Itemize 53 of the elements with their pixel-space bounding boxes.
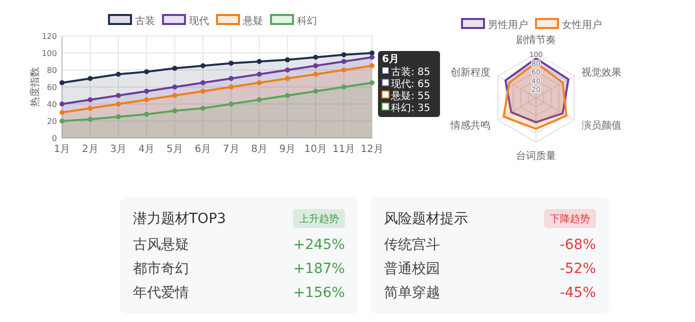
y-tick-label: 80 xyxy=(46,66,57,75)
text: 上升趋势 xyxy=(299,213,339,225)
x-tick-label: 12月 xyxy=(360,144,384,155)
text: +156% xyxy=(293,285,345,301)
x-tick-label: 9月 xyxy=(279,144,296,155)
x-tick-label: 5月 xyxy=(166,144,183,155)
text: +187% xyxy=(293,261,345,277)
text: 科幻: 35 xyxy=(391,102,430,114)
category-label: 普通校园 xyxy=(384,260,440,277)
legend-label: 女性用户 xyxy=(562,19,602,31)
spoke-label: 台词质量 xyxy=(516,150,556,162)
text: 潜力题材TOP3 xyxy=(133,211,226,227)
text: -52% xyxy=(560,261,596,277)
category-label: 都市奇幻 xyxy=(133,261,189,277)
legend-label: 现代 xyxy=(189,16,209,27)
text: -68% xyxy=(560,237,596,253)
category-label: 简单穿越 xyxy=(384,285,440,301)
category-label: 传统宫斗 xyxy=(384,237,440,253)
text: 现代: 65 xyxy=(391,79,430,90)
x-tick-label: 7月 xyxy=(222,144,240,155)
spoke-label: 剧情节奏 xyxy=(516,34,556,46)
text: +245% xyxy=(293,237,345,253)
y-tick-label: 0 xyxy=(52,134,57,143)
legend-label: 科幻 xyxy=(297,15,317,27)
x-tick-label: 3月 xyxy=(110,144,127,155)
x-tick-label: 10月 xyxy=(304,144,328,155)
x-tick-label: 8月 xyxy=(251,144,268,155)
y-tick-label: 40 xyxy=(46,100,57,109)
x-tick-label: 11月 xyxy=(332,144,356,155)
y-tick-label: 20 xyxy=(46,117,57,126)
text: 古装: 85 xyxy=(391,66,430,78)
text: 6月 xyxy=(382,54,399,65)
text: 下降趋势 xyxy=(550,213,590,225)
legend-label: 古装 xyxy=(135,15,155,27)
spoke-label: 情感共鸣 xyxy=(449,119,490,132)
spoke-label: 视觉效果 xyxy=(582,66,622,79)
spoke-label: 创新程度 xyxy=(450,66,490,79)
y-tick-label: 120 xyxy=(42,32,57,41)
spoke-label: 演员颜值 xyxy=(582,119,622,132)
text: -45% xyxy=(560,285,596,301)
x-tick-label: 6月 xyxy=(194,144,212,155)
legend-label: 男性用户 xyxy=(488,19,528,31)
y-tick-label: 60 xyxy=(46,83,57,92)
category-label: 古风悬疑 xyxy=(133,237,189,253)
x-tick-label: 2月 xyxy=(82,144,98,155)
y-tick-label: 100 xyxy=(42,49,57,58)
y-axis-title: 热度指数 xyxy=(29,67,41,107)
text: 悬疑: 55 xyxy=(390,90,430,102)
category-label: 年代爱情 xyxy=(133,285,189,301)
x-tick-label: 4月 xyxy=(138,144,155,155)
x-tick-label: 1月 xyxy=(54,144,70,155)
legend-label: 悬疑 xyxy=(242,15,263,27)
text: 风险题材提示 xyxy=(384,211,468,227)
